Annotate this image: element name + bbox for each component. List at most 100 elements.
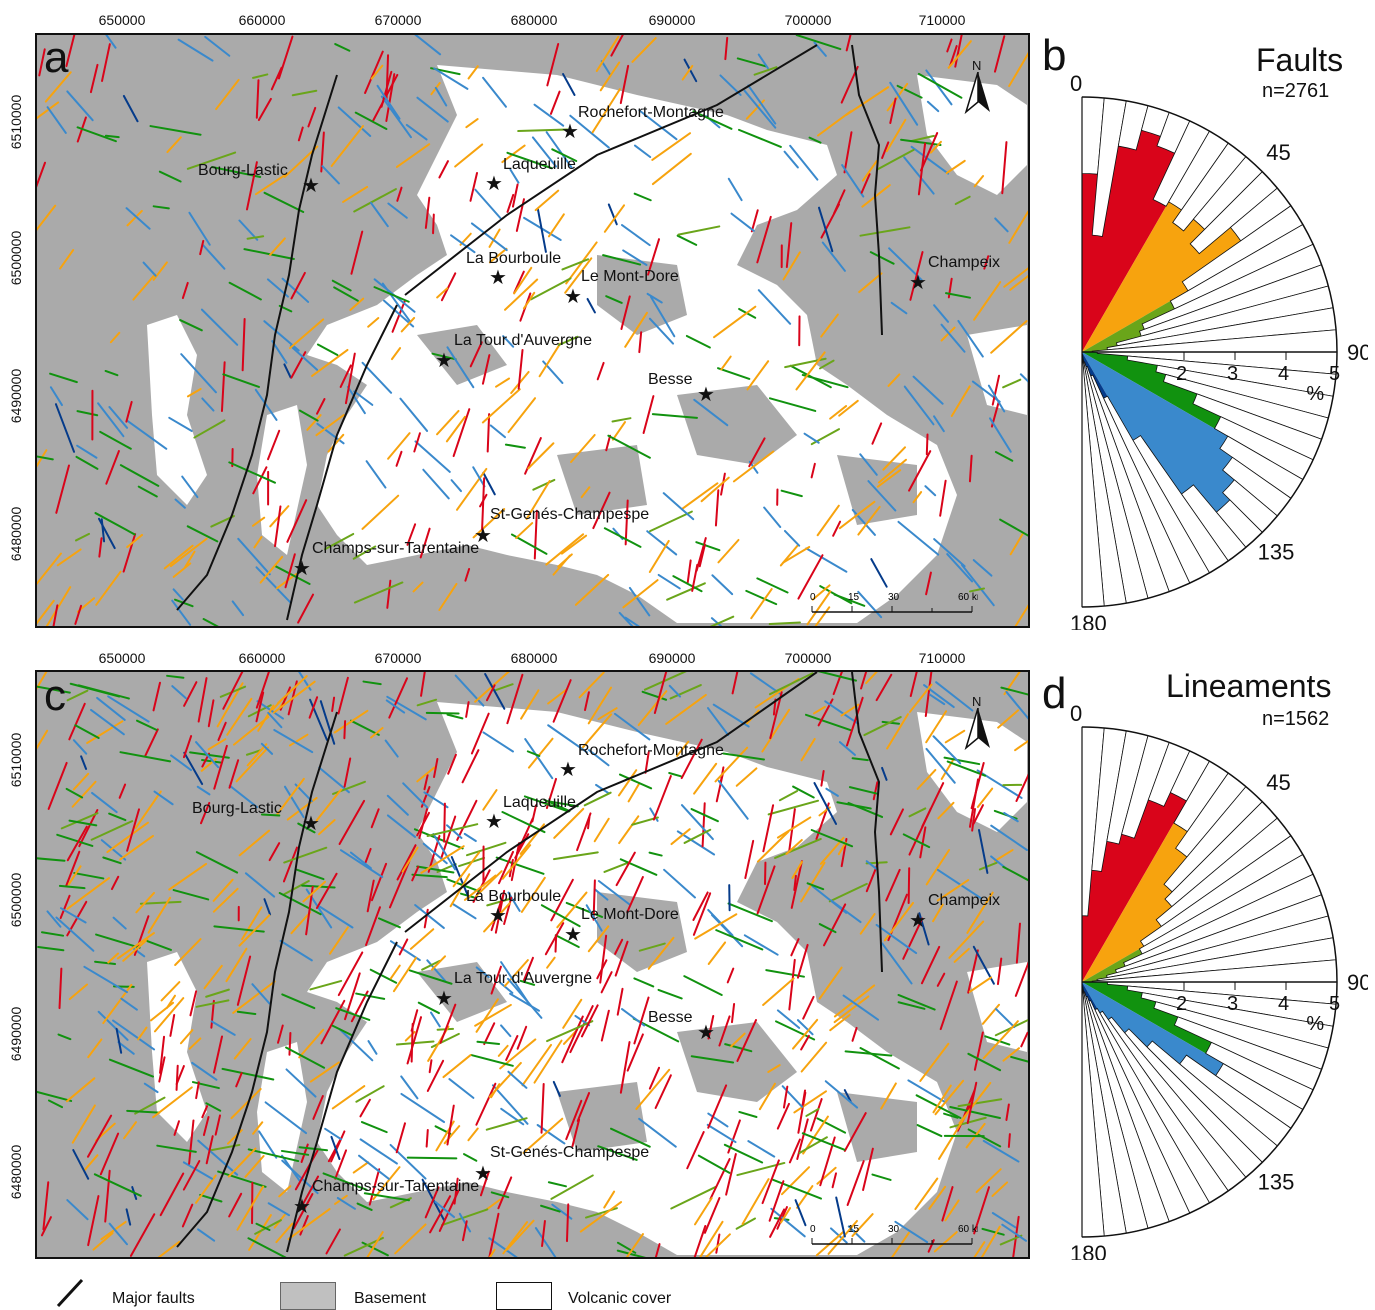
- volcanic-cover-strip: [257, 405, 307, 555]
- north-arrow-icon: [964, 708, 992, 752]
- trace-line: [88, 1196, 98, 1245]
- trace-line: [284, 881, 309, 894]
- y-tick: 6490000: [8, 1007, 24, 1062]
- trace-line: [882, 768, 887, 780]
- trace-line: [272, 68, 282, 89]
- x-tick: 680000: [511, 12, 558, 28]
- trace-line: [49, 1101, 62, 1108]
- trace-line: [175, 939, 200, 965]
- trace-line: [154, 262, 167, 279]
- star-icon: ★: [302, 814, 320, 834]
- trace-line: [959, 1099, 1002, 1106]
- trace-line: [395, 1224, 425, 1253]
- trace-line: [112, 877, 118, 889]
- trace-line: [216, 1115, 220, 1134]
- trace-line: [330, 927, 348, 953]
- trace-line: [947, 40, 951, 52]
- trace-line: [189, 213, 209, 245]
- trace-line: [278, 1026, 283, 1043]
- star-icon: ★: [559, 760, 577, 780]
- trace-line: [365, 52, 383, 93]
- trace-line: [200, 241, 203, 254]
- trace-line: [830, 884, 867, 901]
- trace-line: [887, 120, 905, 151]
- rose-angle-label: 90: [1347, 340, 1368, 365]
- trace-line: [845, 132, 852, 172]
- panel-letter: b: [1042, 34, 1066, 78]
- trace-line: [332, 698, 334, 711]
- trace-line: [148, 941, 171, 950]
- trace-line: [877, 150, 913, 170]
- trace-line: [56, 404, 74, 452]
- trace-line: [84, 1155, 98, 1171]
- trace-line: [202, 398, 213, 410]
- trace-line: [825, 701, 858, 723]
- trace-line: [335, 44, 349, 51]
- trace-line: [197, 852, 237, 872]
- trace-line: [847, 698, 863, 746]
- trace-line: [387, 581, 390, 608]
- trace-line: [319, 820, 335, 834]
- x-tick: 670000: [375, 650, 422, 666]
- trace-line: [174, 890, 209, 899]
- trace-line: [412, 1024, 413, 1062]
- trace-line: [407, 125, 427, 140]
- trace-line: [70, 985, 87, 1000]
- trace-line: [248, 236, 264, 239]
- trace-line: [99, 538, 101, 556]
- trace-line: [818, 672, 856, 681]
- y-tick: 6510000: [8, 95, 24, 150]
- trace-line: [345, 759, 351, 787]
- trace-line: [214, 889, 238, 912]
- volcanic-cover-east: [967, 325, 1027, 415]
- trace-line: [74, 740, 86, 753]
- trace-line: [984, 1141, 1019, 1162]
- trace-line: [620, 613, 641, 626]
- major-fault: [852, 45, 882, 335]
- trace-line: [310, 700, 327, 740]
- trace-line: [291, 273, 304, 299]
- trace-line: [597, 37, 619, 71]
- trace-line: [67, 1200, 87, 1219]
- trace-line: [259, 99, 271, 120]
- major-fault: [852, 672, 882, 972]
- trace-line: [103, 857, 120, 863]
- trace-line: [927, 850, 949, 884]
- trace-line: [174, 589, 183, 599]
- x-tick: 690000: [649, 650, 696, 666]
- volcanic-swatch: [496, 1282, 552, 1310]
- trace-line: [87, 721, 122, 743]
- trace-line: [282, 994, 314, 1008]
- town-label: Rochefort-Montagne: [578, 742, 724, 760]
- trace-line: [1004, 257, 1028, 287]
- trace-line: [298, 595, 313, 623]
- trace-line: [1010, 264, 1028, 290]
- trace-line: [335, 711, 368, 733]
- scale-label: 0: [810, 1224, 816, 1235]
- trace-line: [834, 190, 844, 213]
- x-tick: 710000: [919, 12, 966, 28]
- trace-line: [313, 1096, 323, 1119]
- map-a: [35, 33, 1030, 628]
- y-tick: 6480000: [8, 507, 24, 562]
- trace-line: [261, 557, 283, 583]
- trace-line: [169, 864, 206, 890]
- star-icon: ★: [435, 351, 453, 371]
- star-icon: ★: [435, 989, 453, 1009]
- trace-line: [388, 203, 406, 217]
- trace-line: [121, 465, 158, 486]
- x-tick: 650000: [99, 650, 146, 666]
- trace-line: [317, 790, 341, 821]
- trace-line: [995, 850, 1013, 861]
- trace-line: [615, 1234, 643, 1257]
- trace-line: [183, 283, 188, 298]
- star-icon: ★: [489, 906, 507, 926]
- north-label: N: [972, 58, 981, 73]
- trace-line: [300, 411, 318, 421]
- town-label: St-Genés-Champespe: [490, 506, 649, 524]
- trace-line: [339, 107, 370, 135]
- star-icon: ★: [697, 385, 715, 405]
- scale-label: 60 km: [958, 592, 978, 603]
- trace-line: [670, 686, 680, 697]
- trace-line: [124, 534, 135, 571]
